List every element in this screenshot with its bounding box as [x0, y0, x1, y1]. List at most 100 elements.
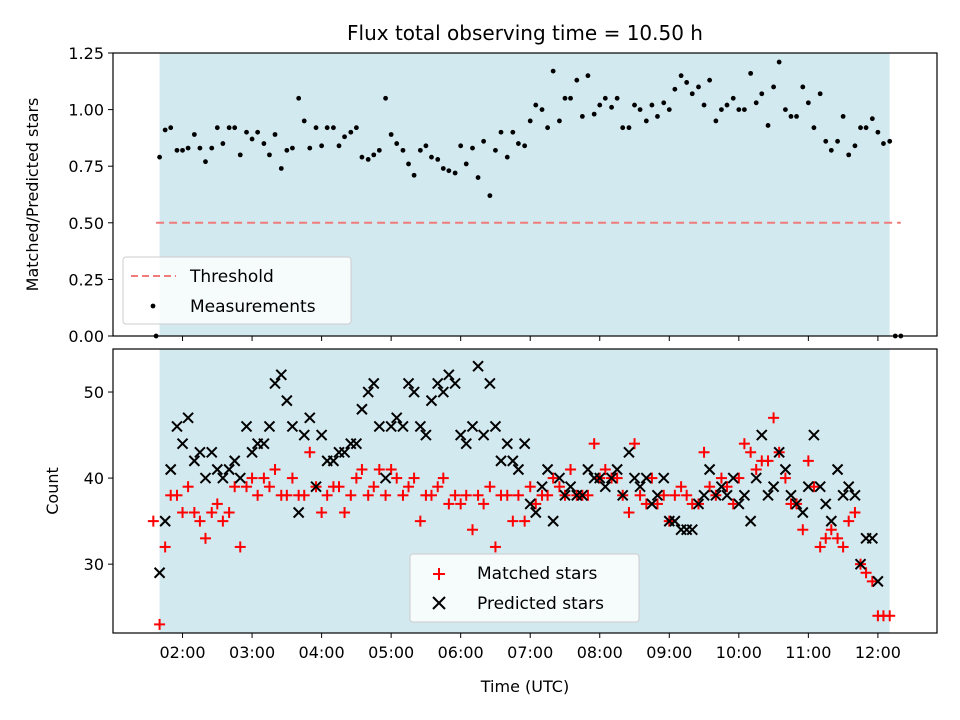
measurement-point — [493, 147, 498, 153]
matched-star-marker — [768, 412, 780, 424]
predicted-star-marker — [698, 489, 710, 502]
matched-star-marker — [432, 481, 444, 493]
measurement-point — [574, 77, 580, 83]
measurement-point — [174, 147, 180, 153]
measurement-point — [301, 118, 307, 124]
predicted-star-marker — [842, 480, 855, 493]
measurement-point — [719, 107, 724, 112]
measurement-point — [232, 125, 238, 131]
matched-star-marker — [629, 438, 641, 450]
predicted-star-marker — [802, 480, 815, 493]
measurement-point — [348, 129, 354, 135]
measurement-point — [557, 118, 562, 124]
measurement-point — [637, 107, 643, 112]
measurement-point — [591, 111, 597, 117]
predicted-star-marker — [350, 437, 363, 450]
measurement-point — [666, 107, 672, 112]
predicted-star-marker — [466, 420, 479, 433]
top-y-ticks: 0.00 0.25 0.50 0.75 1.00 1.25 — [68, 44, 113, 346]
matched-star-marker — [199, 532, 211, 544]
predicted-star-marker — [727, 472, 739, 484]
predicted-star-marker — [304, 412, 316, 424]
measurement-point — [290, 145, 295, 151]
matched-star-marker — [484, 481, 496, 493]
measurement-point — [707, 77, 713, 83]
predicted-star-marker — [640, 472, 653, 484]
matched-star-marker — [258, 472, 270, 484]
matched-star-marker — [356, 463, 368, 475]
legend-matched-label: Matched stars — [477, 564, 597, 584]
matched-star-marker — [171, 489, 183, 501]
measurement-point — [162, 127, 168, 133]
matched-star-marker — [733, 472, 745, 484]
measurement-point — [435, 157, 441, 162]
measurement-point — [748, 70, 754, 76]
predicted-star-marker — [646, 498, 658, 510]
measurement-point — [313, 125, 319, 131]
y-tick-label: 30 — [84, 555, 104, 574]
measurement-point — [209, 145, 215, 151]
matched-star-marker — [159, 541, 171, 553]
bottom-y-axis-label: Count — [43, 467, 62, 515]
predicted-star-marker — [658, 472, 670, 484]
matched-star-marker — [611, 472, 623, 484]
measurement-point — [539, 107, 545, 112]
matched-star-marker — [866, 575, 878, 587]
measurement-point — [220, 141, 226, 146]
top-x-ticks — [182, 336, 879, 341]
measurement-point — [701, 102, 707, 108]
predicted-star-marker — [379, 472, 392, 484]
predicted-star-marker — [785, 489, 797, 502]
predicted-star-marker — [286, 420, 299, 433]
predicted-star-marker — [460, 437, 472, 450]
measurement-point — [783, 107, 788, 112]
measurement-point — [255, 129, 261, 135]
predicted-star-marker — [368, 377, 380, 390]
matched-star-marker — [403, 481, 415, 493]
measurement-point — [724, 102, 730, 108]
measurement-point — [527, 118, 533, 124]
measurement-point — [753, 100, 759, 106]
predicted-star-marker — [414, 420, 427, 433]
matched-star-markers — [147, 412, 896, 630]
measurement-point — [331, 125, 336, 131]
matched-star-marker — [565, 463, 577, 475]
measurement-point — [376, 147, 382, 153]
predicted-star-marker — [623, 446, 635, 458]
predicted-star-marker — [443, 369, 455, 381]
matched-star-marker — [321, 489, 333, 501]
y-tick-label: 0.75 — [68, 157, 104, 176]
predicted-star-marker — [831, 463, 844, 476]
y-tick-label: 0.50 — [68, 214, 104, 233]
matched-star-marker — [472, 489, 484, 501]
predicted-star-marker — [530, 506, 542, 519]
measurement-point — [180, 147, 185, 153]
measurement-point — [550, 68, 556, 74]
predicted-star-marker — [541, 463, 554, 476]
measurement-point — [342, 134, 347, 140]
predicted-star-marker — [559, 489, 571, 502]
predicted-star-marker — [669, 515, 681, 527]
predicted-star-marker — [310, 480, 322, 493]
predicted-star-marker — [437, 386, 450, 398]
matched-star-marker — [797, 524, 809, 536]
matched-star-marker — [460, 489, 472, 501]
measurement-point — [463, 161, 469, 167]
matched-star-marker — [154, 618, 166, 630]
matched-star-marker — [211, 498, 223, 510]
predicted-star-marker — [408, 386, 420, 398]
matched-star-marker — [252, 489, 264, 501]
predicted-star-marker — [553, 472, 566, 484]
y-tick-label: 1.25 — [68, 44, 104, 63]
predicted-star-marker — [327, 455, 340, 467]
predicted-star-marker — [814, 480, 826, 493]
x-tick-label: 05:00 — [368, 643, 414, 662]
measurement-point — [452, 170, 458, 176]
predicted-star-marker — [756, 429, 768, 441]
measurement-point — [614, 95, 620, 101]
measurement-point — [817, 91, 823, 97]
predicted-star-marker — [495, 455, 507, 467]
matched-star-marker — [380, 489, 392, 501]
measurement-point — [446, 168, 452, 174]
measurement-point — [533, 102, 539, 108]
